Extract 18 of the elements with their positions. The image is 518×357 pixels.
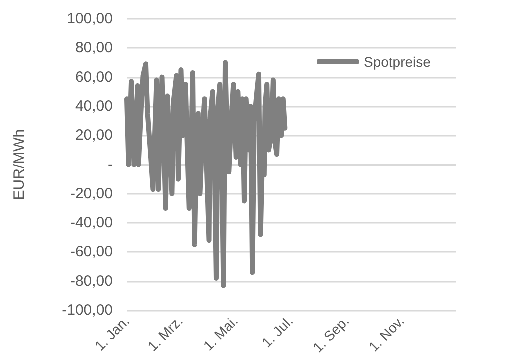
x-tick-label: 1. Mrz. bbox=[144, 312, 186, 354]
y-tick-label: -40,00 bbox=[70, 214, 113, 232]
y-tick-label: 60,00 bbox=[75, 68, 113, 86]
y-tick-label: -80,00 bbox=[70, 272, 113, 290]
x-tick-label: 1. Nov. bbox=[366, 312, 408, 355]
y-tick-label: 40,00 bbox=[75, 98, 113, 115]
y-tick-label: - bbox=[108, 156, 113, 174]
y-tick-label: 100,00 bbox=[67, 10, 113, 28]
y-tick-label: -60,00 bbox=[70, 244, 113, 261]
y-tick-label: -100,00 bbox=[62, 302, 113, 320]
x-tick-label: 1. Mai. bbox=[200, 312, 242, 354]
y-tick-label: -20,00 bbox=[70, 185, 113, 202]
y-axis-title: EUR/MWh bbox=[11, 129, 28, 200]
x-tick-label: 1. Jul. bbox=[258, 312, 296, 351]
y-tick-label: 80,00 bbox=[75, 40, 113, 57]
legend-label: Spotpreise bbox=[364, 54, 432, 70]
y-tick-label: 20,00 bbox=[75, 127, 113, 144]
x-tick-label: 1. Sep. bbox=[310, 312, 352, 356]
